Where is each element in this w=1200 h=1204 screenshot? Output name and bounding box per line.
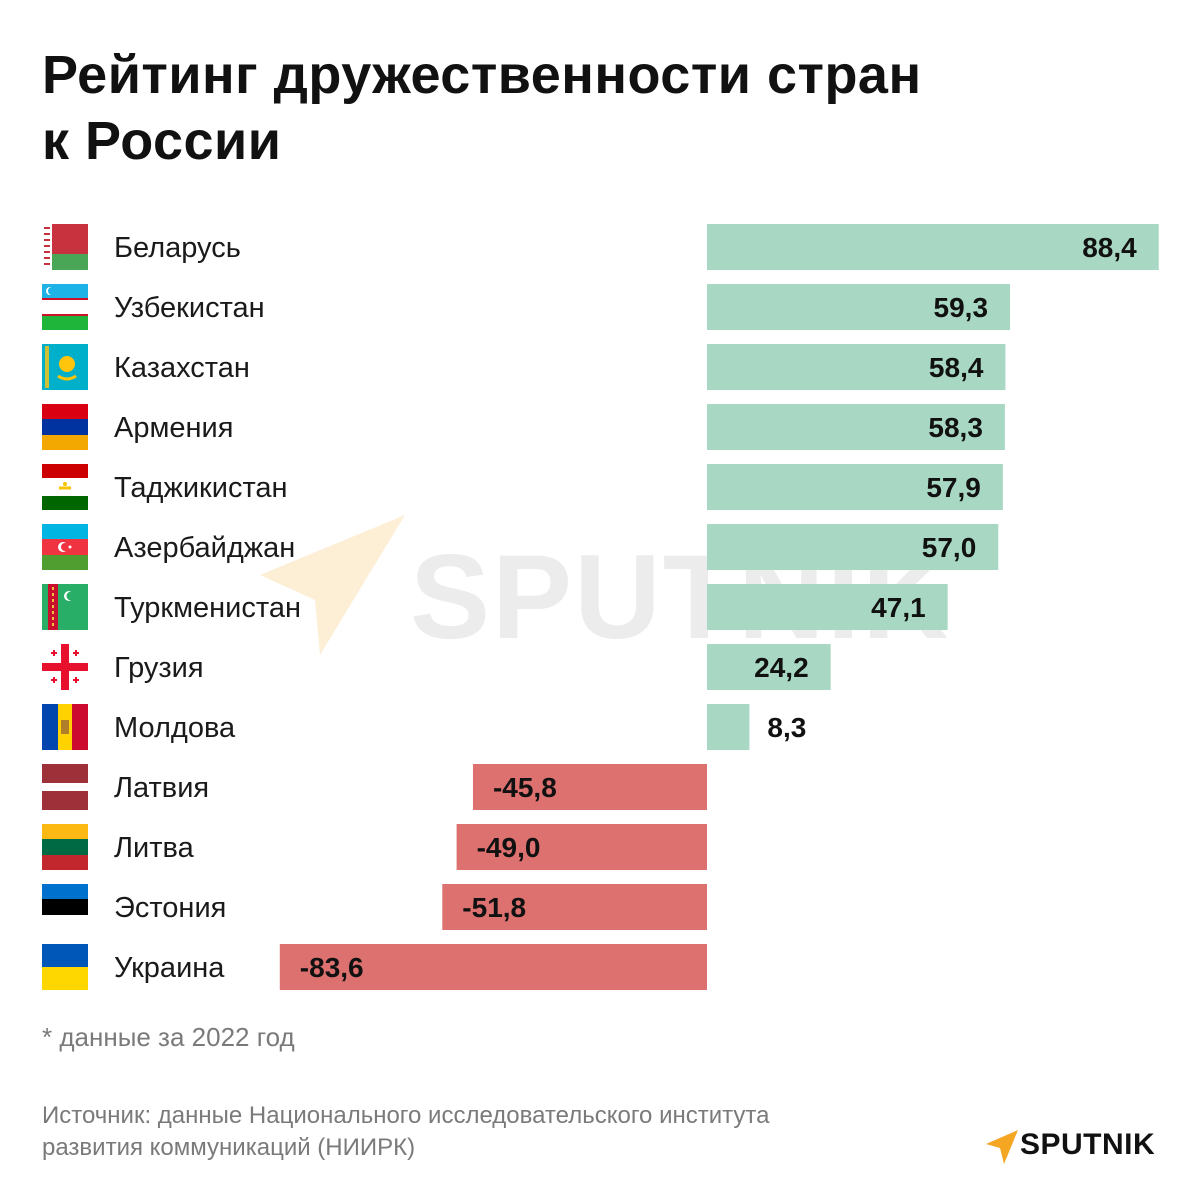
source-line-1: Источник: данные Национального исследова… [42,1102,770,1129]
uzbekistan-flag [42,284,88,330]
value-label: 58,4 [929,352,984,383]
country-label: Казахстан [114,352,250,384]
bar [707,284,1011,330]
value-label: -51,8 [462,892,526,923]
azerbaijan-flag [42,524,88,570]
value-label: 88,4 [1082,232,1137,263]
sputnik-logo-icon [986,1130,1018,1164]
bar [707,644,831,690]
bar [279,944,707,990]
lithuania-flag [42,824,88,870]
bar [707,224,1159,270]
value-label: 47,1 [871,592,926,623]
country-label: Узбекистан [114,292,265,324]
tajikistan-flag [42,464,88,510]
value-label: 58,3 [928,412,983,443]
country-label: Грузия [114,652,204,684]
bar [707,344,1006,390]
value-label: 24,2 [754,652,809,683]
country-label: Азербайджан [114,532,296,564]
bar [472,764,707,810]
country-label: Литва [114,832,194,864]
ukraine-flag [42,944,88,990]
value-label: -45,8 [493,772,557,803]
country-label: Туркменистан [114,592,301,624]
title-line-1: Рейтинг дружественности стран [42,45,922,105]
bar [707,524,999,570]
country-label: Таджикистан [114,472,288,504]
belarus-flag [42,224,88,270]
kazakhstan-flag [42,344,88,390]
value-label: -49,0 [477,832,541,863]
country-label: Молдова [114,712,236,744]
sputnik-logo-text: SPUTNIK [1020,1128,1156,1161]
country-label: Украина [114,952,225,984]
value-label: 57,9 [926,472,981,503]
footnote: * данные за 2022 год [42,1022,295,1052]
turkmenistan-flag [42,584,88,630]
bar [456,824,707,870]
country-label: Эстония [114,892,227,924]
georgia-flag [42,644,88,690]
value-label: -83,6 [300,952,364,983]
chart-title: Рейтинг дружественности стран к России [42,42,1162,174]
country-label: Латвия [114,772,210,804]
title-line-2: к России [42,111,282,171]
moldova-flag [42,704,88,750]
bar [707,464,1003,510]
bar [707,704,750,750]
latvia-flag [42,764,88,810]
value-label: 8,3 [767,712,806,743]
source-line-2: развития коммуникаций (НИИРК) [42,1134,416,1161]
bar [707,404,1005,450]
armenia-flag [42,404,88,450]
bar [707,584,948,630]
source-note: Источник: данные Национального исследова… [42,1100,922,1164]
country-label: Армения [114,412,234,444]
bar [442,884,707,930]
value-label: 59,3 [934,292,989,323]
country-label: Беларусь [114,232,241,264]
estonia-flag [42,884,88,930]
value-label: 57,0 [922,532,977,563]
